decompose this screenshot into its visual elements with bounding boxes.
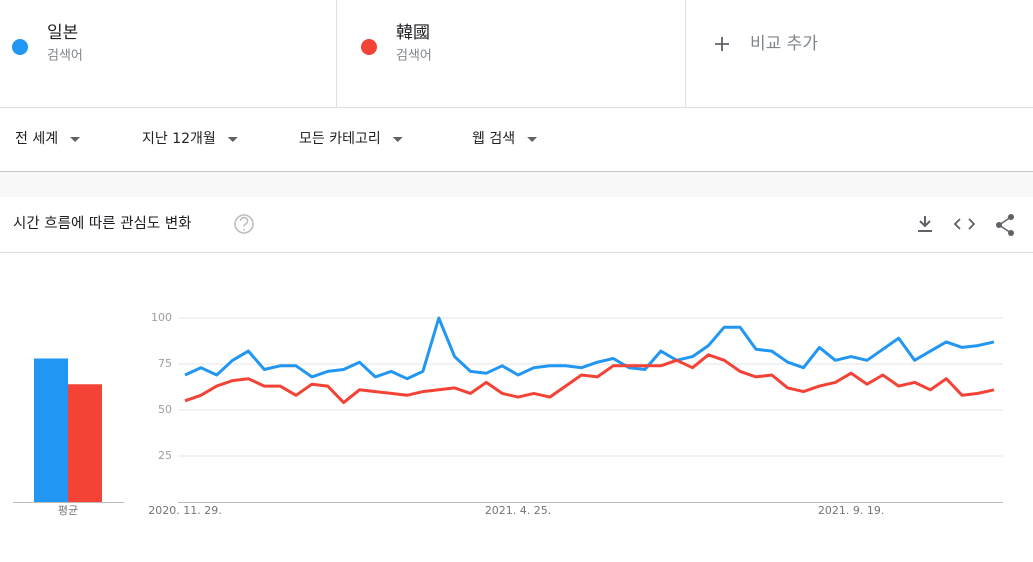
term-name: 일본 [47,23,78,43]
term-1[interactable]: 일본 검색어 [12,23,83,64]
share-icon[interactable] [996,214,1014,236]
term-name: 韓國 [396,23,430,43]
band [0,171,1033,197]
filter-label: 웹 검색 [472,131,515,147]
filter-dropdown[interactable]: 모든 카테고리 [299,131,403,147]
help-mark [239,216,249,231]
dropdown-arrow [392,137,403,142]
x-tick-label: 2021. 4. 25. [485,504,551,517]
filter-dropdown[interactable]: 전 세계 [15,131,81,147]
term-dot [361,39,377,55]
filter-dropdown[interactable]: 지난 12개월 [142,131,238,147]
average-bar [34,358,68,502]
add-compare[interactable]: 비교 추가 [715,34,818,54]
filter-dropdown[interactable]: 웹 검색 [472,131,538,147]
filters: 전 세계 지난 12개월 모든 카테고리 웹 검색 [15,131,538,147]
plus-icon [715,37,729,51]
average-bar [68,384,102,502]
filter-label: 전 세계 [15,131,58,147]
term-dot [12,39,28,55]
y-tick-label: 75 [158,357,172,370]
download-icon[interactable] [918,216,932,232]
share-lines [997,216,1012,234]
section-title: 시간 흐름에 따른 관심도 변화 [13,215,192,232]
term-type: 검색어 [47,49,83,64]
dropdown-arrow [70,137,81,142]
help-icon[interactable] [234,214,254,234]
filter-label: 모든 카테고리 [299,131,381,147]
add-compare-label: 비교 추가 [750,34,818,54]
x-tick-label: 2020. 11. 29. [148,504,221,517]
filter-label: 지난 12개월 [142,131,216,147]
help-circle [234,214,254,234]
trend-line [184,353,995,405]
embed-icon[interactable] [953,218,976,230]
y-tick-label: 100 [151,311,172,324]
term-2[interactable]: 韓國 검색어 [361,23,432,64]
y-tick-label: 25 [158,449,172,462]
dropdown-arrow [227,137,238,142]
trend-line [184,316,995,381]
average-label: 평균 [58,504,78,517]
term-type: 검색어 [396,49,432,64]
dropdown-arrow [527,137,538,142]
y-tick-label: 50 [158,403,172,416]
x-tick-label: 2021. 9. 19. [818,504,884,517]
chart: 25 50 75 100 2020. 11. 29. 2021. 4. 25. 2021. … [13,311,1003,517]
